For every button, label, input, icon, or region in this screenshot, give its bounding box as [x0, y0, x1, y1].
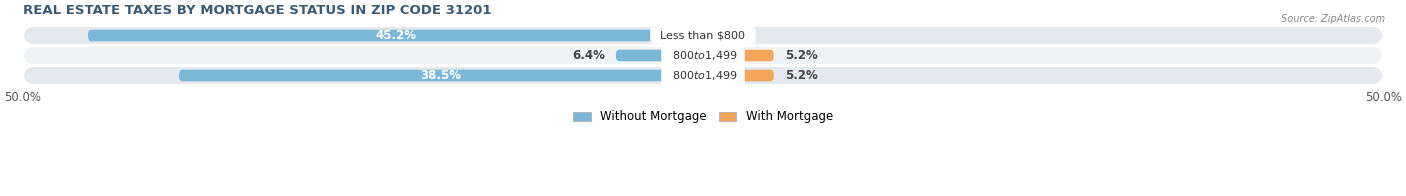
- Text: 5.2%: 5.2%: [785, 69, 817, 82]
- FancyBboxPatch shape: [179, 70, 703, 81]
- FancyBboxPatch shape: [22, 27, 1384, 44]
- FancyBboxPatch shape: [616, 50, 703, 61]
- FancyBboxPatch shape: [703, 70, 773, 81]
- Text: 5.2%: 5.2%: [785, 49, 817, 62]
- Text: 38.5%: 38.5%: [420, 69, 461, 82]
- Text: Less than $800: Less than $800: [654, 31, 752, 41]
- Text: REAL ESTATE TAXES BY MORTGAGE STATUS IN ZIP CODE 31201: REAL ESTATE TAXES BY MORTGAGE STATUS IN …: [22, 4, 491, 17]
- Text: Source: ZipAtlas.com: Source: ZipAtlas.com: [1281, 14, 1385, 24]
- Text: 45.2%: 45.2%: [375, 29, 416, 42]
- Text: $800 to $1,499: $800 to $1,499: [665, 69, 741, 82]
- Text: $800 to $1,499: $800 to $1,499: [665, 49, 741, 62]
- FancyBboxPatch shape: [89, 30, 703, 41]
- Legend: Without Mortgage, With Mortgage: Without Mortgage, With Mortgage: [574, 111, 832, 123]
- Text: 0.0%: 0.0%: [714, 29, 747, 42]
- FancyBboxPatch shape: [22, 47, 1384, 64]
- FancyBboxPatch shape: [703, 50, 773, 61]
- Text: 6.4%: 6.4%: [572, 49, 605, 62]
- FancyBboxPatch shape: [22, 67, 1384, 84]
